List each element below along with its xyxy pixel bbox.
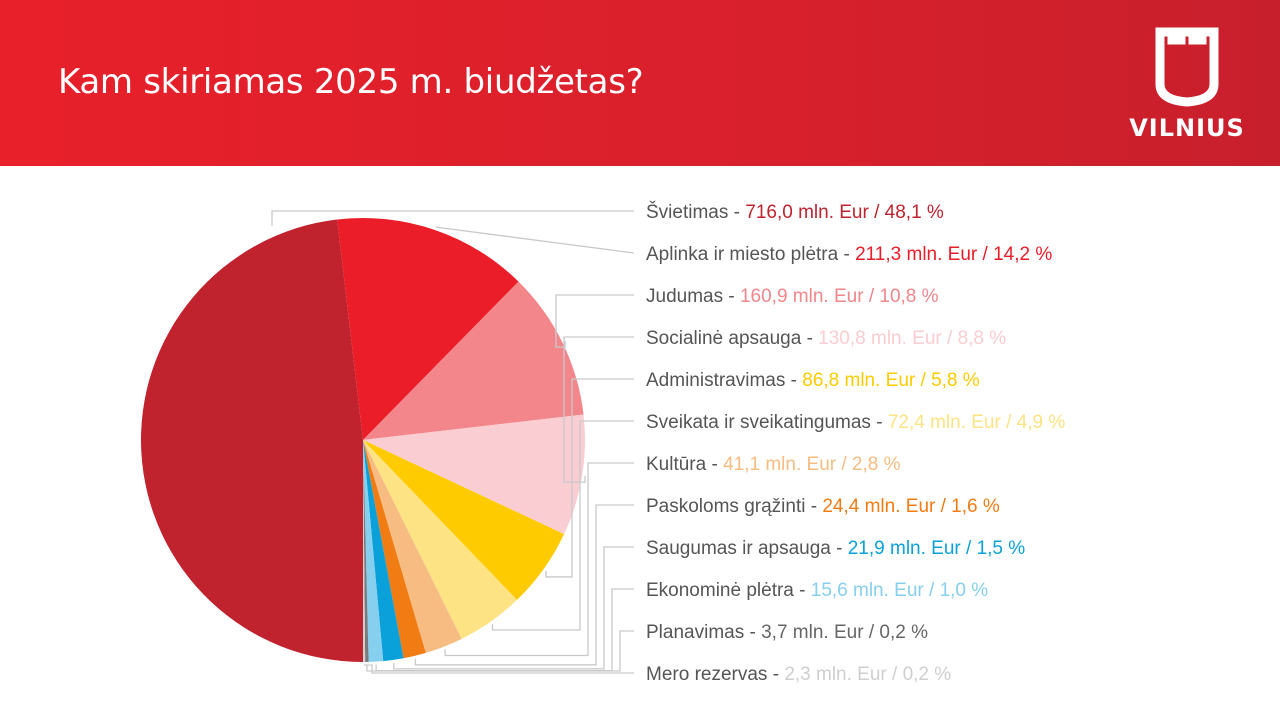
legend-name: Judumas - [646,286,740,307]
leader-line [563,336,634,483]
legend-value: 86,8 mln. Eur / 5,8 % [802,370,980,391]
legend-value: 160,9 mln. Eur / 10,8 % [740,286,939,307]
legend-value: 2,3 mln. Eur / 0,2 % [784,664,951,685]
pie-slice [140,219,363,662]
legend-labels: Švietimas - 716,0 mln. Eur / 48,1 % Aplin… [646,201,1065,685]
legend-label: Paskoloms grąžinti - 24,4 mln. Eur / 1,6… [646,496,1000,517]
pie-slice [363,440,462,653]
logo-text: VILNIUS [1129,114,1245,142]
legend-value: 24,4 mln. Eur / 1,6 % [822,496,1000,517]
leader-line [545,378,634,578]
pie-slice [363,440,369,662]
vilnius-logo: VILNIUS [1112,24,1262,144]
legend-name: Sveikata ir sveikatingumas - [646,412,888,433]
legend-label: Aplinka ir miesto plėtra - 211,3 mln. Eu… [646,244,1052,265]
legend-name: Aplinka ir miesto plėtra - [646,244,855,265]
legend-name: Mero rezervas - [646,664,784,685]
legend-name: Paskoloms grąžinti - [646,496,822,517]
leader-line [364,664,634,674]
legend-name: Kultūra - [646,454,723,475]
legend-name: Planavimas - [646,622,761,643]
pie-chart: Švietimas - 716,0 mln. Eur / 48,1 % Aplin… [140,201,1065,685]
pie-slice [363,440,404,662]
pie-slice [363,440,565,600]
legend-label: Mero rezervas - 2,3 mln. Eur / 0,2 % [646,664,951,685]
legend-label: Socialinė apsauga - 130,8 mln. Eur / 8,8… [646,328,1006,349]
legend-name: Švietimas - [646,201,745,223]
legend-label: Administravimas - 86,8 mln. Eur / 5,8 % [646,370,980,391]
pie-slice [363,281,584,440]
legend-name: Administravimas - [646,370,802,391]
legend-label: Saugumas ir apsauga - 21,9 mln. Eur / 1,… [646,538,1025,559]
page-title: Kam skiriamas 2025 m. biudžetas? [58,62,644,102]
legend-value: 41,1 mln. Eur / 2,8 % [723,454,901,475]
header-banner: Kam skiriamas 2025 m. biudžetas? VILNIUS [0,0,1280,166]
legend-label: Judumas - 160,9 mln. Eur / 10,8 % [646,286,939,307]
pie-slice [337,218,519,440]
legend-value: 211,3 mln. Eur / 14,2 % [855,244,1052,265]
leader-line [444,462,634,657]
pie-slice [363,414,585,535]
legend-value: 21,9 mln. Eur / 1,5 % [848,538,1026,559]
pie-slice [363,440,426,659]
legend-value: 3,7 mln. Eur / 0,2 % [761,622,928,643]
legend-name: Ekonominė plėtra - [646,580,811,601]
leader-line [555,294,634,348]
leader-line [366,630,634,672]
leader-line [393,546,634,670]
tower-icon [1155,27,1219,107]
legend-label: Planavimas - 3,7 mln. Eur / 0,2 % [646,622,928,643]
leader-line [271,210,634,226]
pie-slice [363,440,517,639]
pie-slice [363,440,366,662]
legend-value: 716,0 mln. Eur / 48,1 % [745,202,944,223]
leader-line [414,504,634,666]
leader-line [435,226,635,254]
pie-slices [140,218,585,662]
legend-label: Ekonominė plėtra - 15,6 mln. Eur / 1,0 % [646,580,988,601]
leader-line [491,420,634,631]
pie-slice [363,440,384,662]
leader-lines [271,210,635,674]
legend-label: Sveikata ir sveikatingumas - 72,4 mln. E… [646,412,1065,433]
legend-label: Švietimas - 716,0 mln. Eur / 48,1 % [646,201,944,223]
legend-name: Saugumas ir apsauga - [646,538,848,559]
legend-value: 15,6 mln. Eur / 1,0 % [811,580,989,601]
legend-value: 130,8 mln. Eur / 8,8 % [818,328,1006,349]
legend-value: 72,4 mln. Eur / 4,9 % [888,412,1066,433]
legend-name: Socialinė apsauga - [646,328,818,349]
legend-label: Kultūra - 41,1 mln. Eur / 2,8 % [646,454,901,475]
